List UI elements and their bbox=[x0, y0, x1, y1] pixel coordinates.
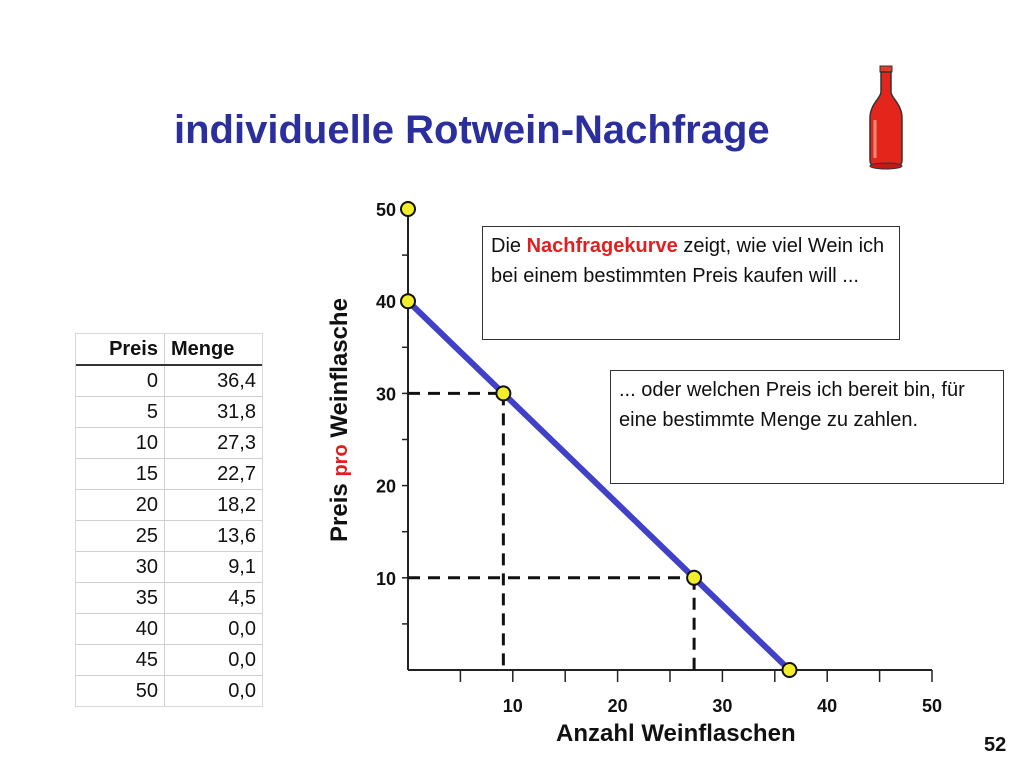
callout-text: ... oder welchen Preis ich bereit bin, f… bbox=[619, 379, 965, 431]
x-axis-label: Anzahl Weinflaschen bbox=[556, 720, 796, 747]
table-cell-menge: 0,0 bbox=[164, 675, 262, 706]
y-axis-label-pro: pro bbox=[330, 444, 352, 477]
x-tick-label: 50 bbox=[922, 696, 942, 716]
y-axis-label-weinflasche: Weinflasche bbox=[326, 298, 353, 445]
table-cell-preis: 15 bbox=[76, 458, 165, 490]
table-cell-preis: 0 bbox=[76, 364, 165, 397]
table-header-preis: Preis bbox=[76, 334, 165, 366]
table-row: 25 13,6 bbox=[76, 520, 262, 552]
table-cell-menge: 31,8 bbox=[164, 396, 262, 428]
table-row: 5 31,8 bbox=[76, 396, 262, 428]
table-row: 35 4,5 bbox=[76, 582, 262, 614]
y-tick-label: 10 bbox=[376, 569, 396, 589]
page-number: 52 bbox=[984, 734, 1007, 756]
data-point bbox=[400, 293, 416, 310]
y-tick-label: 50 bbox=[376, 200, 396, 220]
table-cell-menge: 27,3 bbox=[164, 427, 262, 459]
table-cell-menge: 9,1 bbox=[164, 551, 262, 583]
y-tick-label: 40 bbox=[376, 292, 396, 312]
y-axis-label-preis: Preis bbox=[326, 476, 353, 542]
y-axis-label: Preis pro Weinflasche bbox=[326, 298, 354, 542]
table-cell-preis: 45 bbox=[76, 644, 165, 676]
callout-highlight: Nachfragekurve bbox=[526, 235, 678, 257]
table-cell-menge: 0,0 bbox=[164, 644, 262, 676]
table-cell-menge: 36,4 bbox=[164, 364, 262, 397]
table-row: 40 0,0 bbox=[76, 613, 262, 645]
x-tick-label: 40 bbox=[817, 696, 837, 716]
table-row: 50 0,0 bbox=[76, 675, 262, 706]
callout-nachfragekurve: Die Nachfragekurve zeigt, wie viel Wein … bbox=[482, 226, 900, 340]
data-point bbox=[686, 569, 703, 586]
callout-preis-menge: ... oder welchen Preis ich bereit bin, f… bbox=[610, 370, 1004, 484]
table-cell-menge: 4,5 bbox=[164, 582, 262, 614]
table-row: 0 36,4 bbox=[76, 364, 262, 397]
data-point bbox=[781, 662, 798, 678]
x-tick-label: 10 bbox=[503, 696, 523, 716]
price-quantity-table: Preis Menge 0 36,4 5 31,8 10 27,3 15 22,7 20 18,2… bbox=[76, 334, 262, 706]
table-cell-menge: 13,6 bbox=[164, 520, 262, 552]
data-point bbox=[495, 385, 512, 402]
table-cell-preis: 35 bbox=[76, 582, 165, 614]
table-cell-menge: 18,2 bbox=[164, 489, 262, 521]
table-header-menge: Menge bbox=[164, 334, 262, 366]
data-point bbox=[400, 201, 416, 217]
table-row: 10 27,3 bbox=[76, 427, 262, 459]
table-row: 20 18,2 bbox=[76, 489, 262, 521]
table-cell-preis: 10 bbox=[76, 427, 165, 459]
table-cell-preis: 50 bbox=[76, 675, 165, 706]
callout-text-after: zeigt, wie viel Wein ich bei einem besti… bbox=[491, 235, 885, 287]
x-tick-label: 20 bbox=[608, 696, 628, 716]
table-cell-preis: 40 bbox=[76, 613, 165, 645]
table-cell-menge: 22,7 bbox=[164, 458, 262, 490]
table-row: 30 9,1 bbox=[76, 551, 262, 583]
table-cell-preis: 20 bbox=[76, 489, 165, 521]
table-cell-preis: 25 bbox=[76, 520, 165, 552]
y-tick-label: 20 bbox=[376, 477, 396, 497]
table-row: 15 22,7 bbox=[76, 458, 262, 490]
table-row: 45 0,0 bbox=[76, 644, 262, 676]
page-title: individuelle Rotwein-Nachfrage bbox=[174, 108, 770, 152]
wine-bottle-icon bbox=[869, 65, 903, 170]
callout-text-before: Die bbox=[491, 235, 527, 257]
x-tick-label: 30 bbox=[712, 696, 732, 716]
demand-curve-line bbox=[405, 298, 793, 673]
table-cell-preis: 5 bbox=[76, 396, 165, 428]
table-cell-menge: 0,0 bbox=[164, 613, 262, 645]
table-cell-preis: 30 bbox=[76, 551, 165, 583]
y-tick-label: 30 bbox=[376, 384, 396, 404]
